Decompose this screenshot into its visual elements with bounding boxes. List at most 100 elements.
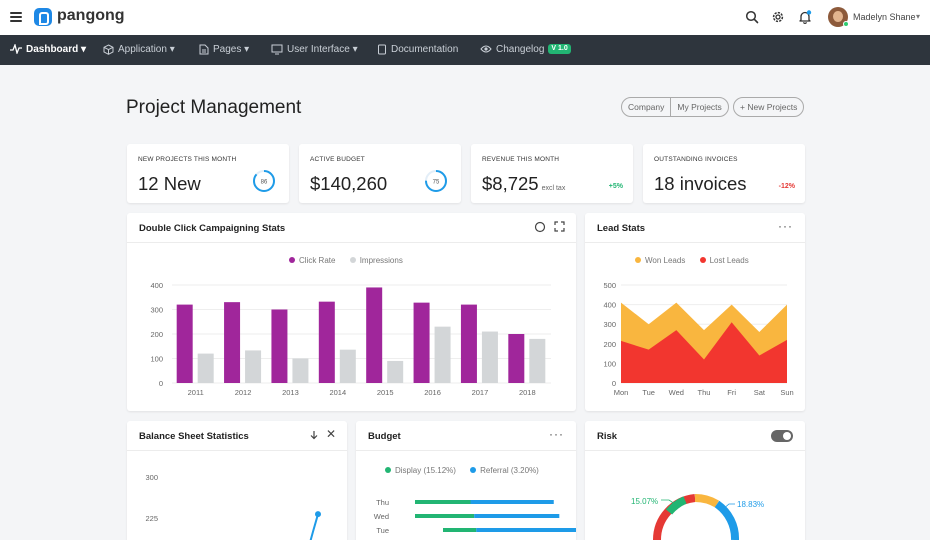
- legend-dot: [699, 257, 706, 263]
- download-icon[interactable]: [309, 430, 319, 441]
- legend-dot: [289, 257, 295, 263]
- budget-card: Budget ··· Display (15.12%) Referral (3.…: [356, 421, 576, 540]
- x-tick-label: 2014: [329, 388, 346, 397]
- progress-ring: 86: [253, 170, 275, 192]
- bar: [481, 331, 498, 383]
- kpi-card-new-projects: NEW PROJECTS THIS MONTH 12 New 86: [127, 144, 289, 203]
- kpi-label: NEW PROJECTS THIS MONTH: [138, 156, 237, 163]
- bar: [292, 358, 309, 383]
- risk-toggle[interactable]: [771, 430, 793, 442]
- card-title: Lead Stats: [597, 223, 646, 234]
- x-tick-label: Sat: [754, 388, 766, 397]
- bar: [460, 304, 477, 383]
- donut-label: 15.07%: [631, 497, 658, 506]
- kpi-value: $140,260: [310, 173, 388, 194]
- new-projects-button[interactable]: + New Projects: [733, 97, 805, 117]
- page-icon: [199, 44, 209, 55]
- company-filter-button[interactable]: Company: [622, 98, 672, 116]
- kpi-card-invoices: OUTSTANDING INVOICES 18 invoices -12%: [643, 144, 805, 203]
- bar: [474, 514, 560, 518]
- legend-label: Won Leads: [645, 256, 686, 265]
- donut-segment: [652, 494, 696, 540]
- nav-changelog[interactable]: Changelog V 1.0: [480, 35, 571, 65]
- page-title: Project Management: [126, 97, 302, 118]
- close-icon[interactable]: ✕: [326, 427, 337, 441]
- my-projects-filter-button[interactable]: My Projects: [677, 102, 722, 112]
- search-icon[interactable]: [745, 10, 759, 24]
- nav-pages[interactable]: Pages ▾: [199, 35, 249, 65]
- kpi-delta: +5%: [608, 183, 623, 190]
- legend-referral[interactable]: Referral (3.20%): [470, 466, 539, 475]
- top-header: pangong Madelyn Shane ▾: [0, 0, 930, 35]
- lead-stats-card: Lead Stats ··· Won Leads Lost Leads 0 100…: [585, 213, 805, 411]
- refresh-icon[interactable]: [534, 221, 546, 233]
- bar: [470, 500, 554, 504]
- card-divider: [127, 242, 576, 243]
- x-tick-label: Wed: [669, 388, 684, 397]
- kpi-value: 12 New: [138, 173, 201, 194]
- label-leader-line: [661, 499, 676, 505]
- y-tick-label: 400: [603, 301, 616, 310]
- bar: [415, 500, 471, 504]
- notification-bell-icon[interactable]: [798, 10, 812, 24]
- kpi-note: excl tax: [541, 185, 566, 192]
- bar: [443, 528, 477, 532]
- bar: [339, 349, 356, 383]
- nav-label: Application: [118, 44, 167, 55]
- area-series: [621, 322, 787, 383]
- chart-legend: Click Rate Impressions: [289, 256, 415, 265]
- legend-won-leads[interactable]: Won Leads: [635, 256, 685, 265]
- donut-segment: [694, 493, 720, 508]
- line-series: [309, 513, 319, 540]
- y-tick-label: Tue: [376, 526, 389, 535]
- y-tick-label: 500: [603, 281, 616, 290]
- kpi-card-active-budget: ACTIVE BUDGET $140,260 75: [299, 144, 461, 203]
- data-point: [315, 511, 321, 518]
- nav-documentation[interactable]: Documentation: [377, 35, 458, 65]
- chevron-down-icon[interactable]: ▾: [916, 12, 921, 21]
- gear-icon[interactable]: [771, 10, 785, 24]
- legend-label: Referral (3.20%): [480, 466, 539, 475]
- y-tick-label: Wed: [374, 512, 389, 521]
- x-tick-label: 2011: [188, 388, 204, 397]
- y-tick-label: 200: [603, 340, 616, 349]
- bar: [176, 304, 193, 383]
- nav-application[interactable]: Application ▾: [103, 35, 175, 65]
- bar: [197, 353, 214, 383]
- more-options-icon[interactable]: ···: [549, 427, 564, 441]
- online-status-dot: [843, 21, 849, 27]
- card-divider: [585, 242, 805, 243]
- kpi-label: OUTSTANDING INVOICES: [654, 156, 738, 163]
- y-tick-label: 200: [150, 330, 163, 339]
- y-tick-label: 0: [612, 379, 616, 388]
- y-tick-label: 300: [603, 320, 616, 329]
- user-name[interactable]: Madelyn Shane: [853, 12, 916, 22]
- budget-bar-chart: Thu Wed Tue: [374, 498, 576, 535]
- campaign-stats-card: Double Click Campaigning Stats Click Rat…: [127, 213, 576, 411]
- y-tick-label: 400: [150, 281, 163, 290]
- eye-icon: [480, 45, 492, 53]
- nav-user-interface[interactable]: User Interface ▾: [271, 35, 358, 65]
- y-tick-label: 0: [159, 379, 163, 388]
- legend-dot: [470, 467, 477, 473]
- kpi-value-wrap: $8,725 excl tax: [482, 173, 565, 195]
- more-options-icon[interactable]: ···: [778, 219, 793, 233]
- y-tick-label: 100: [150, 355, 163, 364]
- nav-label: Pages: [213, 44, 242, 55]
- kpi-label: REVENUE THIS MONTH: [482, 156, 560, 163]
- legend-lost-leads[interactable]: Lost Leads: [699, 256, 749, 265]
- nav-label: User Interface: [287, 44, 350, 55]
- legend-label: Lost Leads: [709, 256, 749, 265]
- fullscreen-icon[interactable]: [554, 221, 565, 232]
- legend-display[interactable]: Display (15.12%): [385, 466, 456, 475]
- legend-click-rate[interactable]: Click Rate: [289, 256, 335, 265]
- menu-icon[interactable]: [10, 12, 22, 22]
- legend-dot: [349, 257, 356, 263]
- legend-impressions[interactable]: Impressions: [349, 256, 403, 265]
- y-tick-label: 225: [145, 514, 158, 523]
- kpi-value: $8,725: [482, 173, 539, 194]
- legend-dot: [385, 467, 391, 473]
- lead-area-chart: 0 100 200 300 400 500 Mon Tue Wed Thu Fri Sat Sun: [603, 281, 793, 397]
- bar: [508, 334, 525, 383]
- nav-dashboard[interactable]: Dashboard ▾: [10, 35, 86, 65]
